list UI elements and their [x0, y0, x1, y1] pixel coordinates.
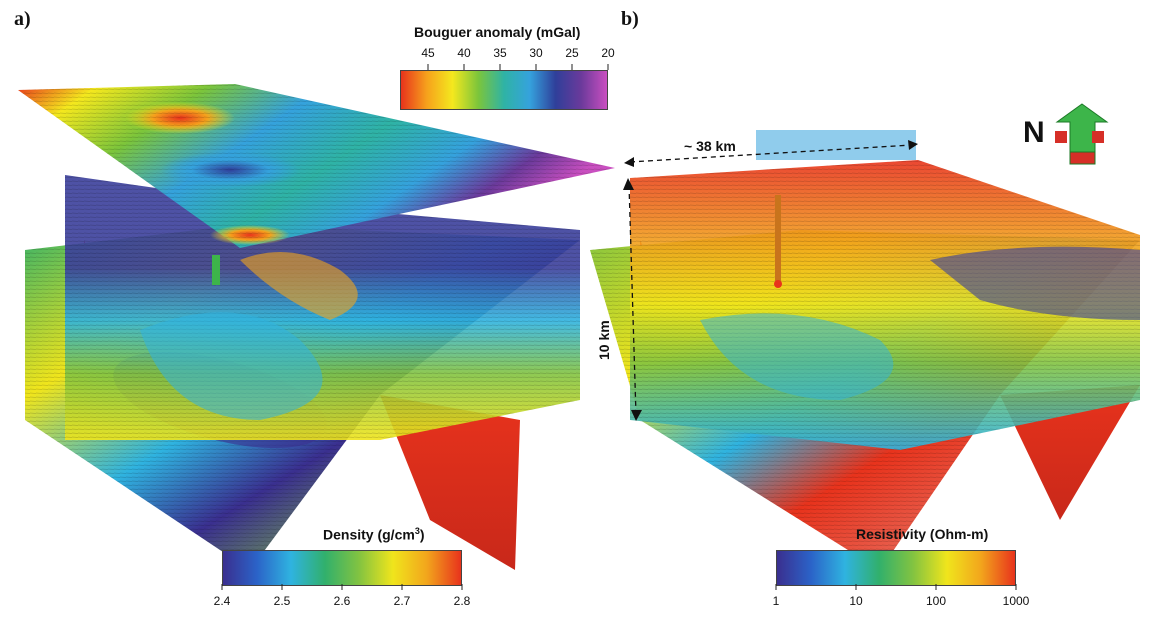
density-tick-label: 2.6 [333, 594, 351, 608]
density-colorbar-title: Density (g/cm3) [323, 526, 425, 543]
density-colorbar-gradient [222, 550, 462, 586]
depth-dimension-line [628, 184, 637, 416]
density-colorbar: 2.4 2.5 2.6 2.7 2.8 [214, 550, 471, 620]
depth-dimension-label: 10 km [596, 320, 612, 360]
resistivity-tick-label: 10 [849, 594, 863, 608]
panel-b-label: b) [621, 8, 639, 30]
resistivity-tick [775, 584, 777, 590]
density-tick [281, 584, 283, 590]
bouguer-tick-label: 45 [421, 46, 435, 60]
width-dimension-label: ~ 38 km [684, 138, 736, 154]
bouguer-tick-label: 20 [601, 46, 615, 60]
density-side-face-right [380, 395, 520, 570]
width-arrow-left [624, 157, 634, 167]
bouguer-ticks [400, 64, 609, 72]
density-tick [221, 584, 223, 590]
resistivity-tick-label: 1000 [1002, 594, 1030, 608]
bouguer-tick-label: 35 [493, 46, 507, 60]
bouguer-colorbar-gradient [400, 70, 608, 110]
bouguer-tick-label: 40 [457, 46, 471, 60]
seismic-anomaly-a [140, 312, 323, 420]
low-resistivity-zone [930, 246, 1140, 320]
resistivity-colorbar-title: Resistivity (Ohm-m) [856, 526, 989, 542]
bouguer-tick-label: 30 [529, 46, 543, 60]
density-tick-label: 2.4 [213, 594, 231, 608]
well-marker-b [775, 195, 781, 285]
resistivity-colorbar-gradient [776, 550, 1016, 586]
resistivity-anomaly-b [700, 313, 894, 400]
well-target-b [774, 280, 782, 288]
depth-arrow-bottom [631, 410, 642, 421]
density-tick-label: 2.5 [273, 594, 291, 608]
bouguer-tick [463, 64, 465, 70]
resistivity-tick-label: 1 [772, 594, 780, 608]
density-tick [341, 584, 343, 590]
north-label: N [1023, 116, 1045, 149]
density-tick [401, 584, 403, 590]
width-dimension-line [629, 144, 913, 163]
resistivity-colorbar: 1 10 100 1000 [772, 550, 1030, 620]
density-title-sup: 3 [414, 526, 420, 536]
resistivity-tick [935, 584, 937, 590]
resistivity-ticks [775, 584, 1017, 592]
seismic-anomaly-a2 [240, 252, 358, 320]
panel-a-label: a) [14, 8, 31, 30]
density-ticks [221, 584, 463, 592]
density-tick-labels: 2.4 2.5 2.6 2.7 2.8 [214, 594, 471, 610]
bouguer-tick-labels: 45 40 35 30 25 20 [400, 46, 614, 62]
bouguer-tick [535, 64, 537, 70]
depth-arrow-top [623, 178, 634, 190]
resistivity-tick-label: 100 [925, 594, 947, 608]
bouguer-colorbar: 45 40 35 30 25 20 [400, 46, 615, 110]
density-tick-label: 2.7 [393, 594, 411, 608]
bouguer-tick [571, 64, 573, 70]
bouguer-tick [499, 64, 501, 70]
bouguer-tick-label: 25 [565, 46, 579, 60]
bouguer-tick [607, 64, 609, 70]
density-title-text: Density (g/cm [323, 526, 415, 543]
density-tick [461, 584, 463, 590]
bouguer-surface-contours [18, 84, 615, 248]
resistivity-tick [1015, 584, 1017, 590]
bouguer-colorbar-title: Bouguer anomaly (mGal) [414, 24, 581, 40]
width-arrow-right [908, 140, 918, 150]
resistivity-top-strip [756, 130, 916, 160]
density-title-end: ) [419, 526, 425, 543]
bouguer-tick [427, 64, 429, 70]
density-tick-label: 2.8 [453, 594, 471, 608]
north-arrow-icon [1055, 103, 1109, 165]
resistivity-tick [855, 584, 857, 590]
well-marker-a [212, 255, 220, 285]
resistivity-tick-labels: 1 10 100 1000 [772, 594, 1030, 610]
